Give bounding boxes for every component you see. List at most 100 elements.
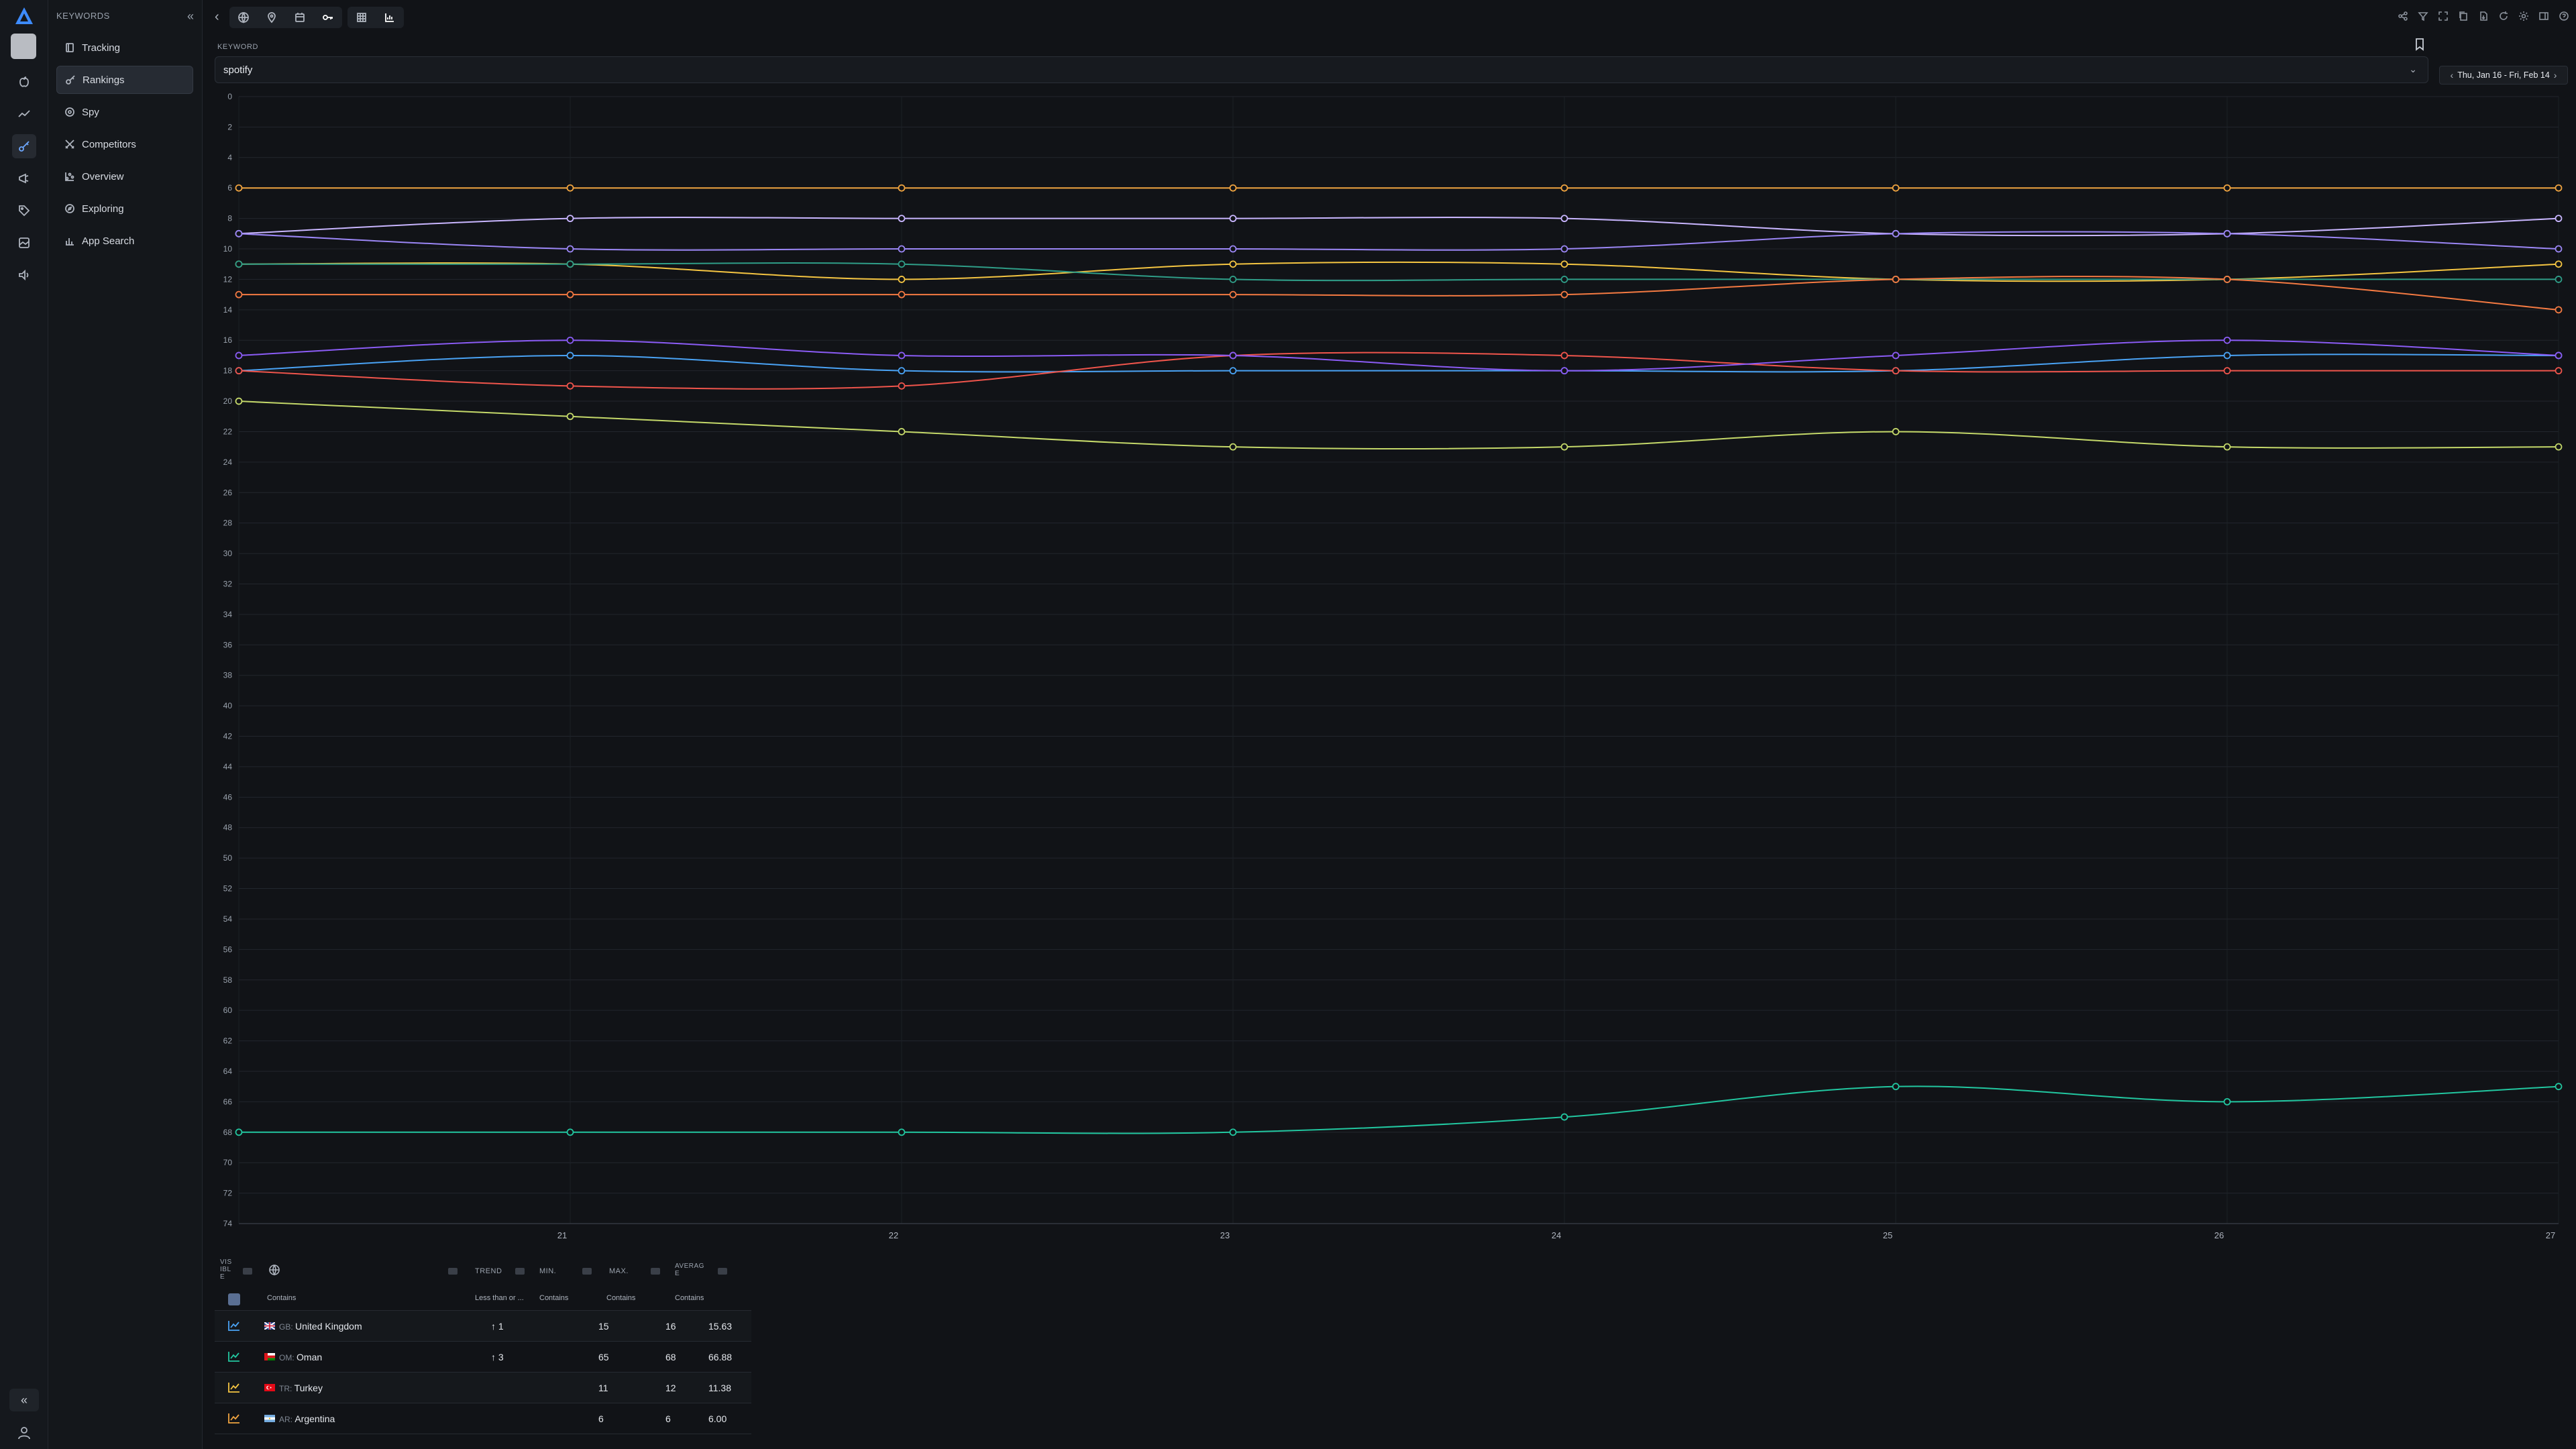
scatter-icon	[65, 172, 74, 181]
app-logo-icon[interactable]	[13, 5, 35, 27]
user-icon[interactable]	[16, 1425, 32, 1441]
column-menu-icon[interactable]	[718, 1268, 727, 1275]
panel-icon[interactable]	[2538, 11, 2549, 21]
nav-item-competitors[interactable]: Competitors	[56, 130, 193, 158]
line-chart-icon[interactable]	[228, 1382, 240, 1393]
filter-country[interactable]: Contains	[267, 1294, 297, 1302]
chevron-right-icon[interactable]: ›	[2553, 70, 2557, 80]
data-point	[1560, 443, 1568, 451]
rail-sound-icon[interactable]	[12, 263, 36, 287]
max-value: 12	[665, 1383, 676, 1393]
chart-view-icon[interactable]	[376, 7, 404, 28]
data-point	[1560, 367, 1568, 375]
filter-min[interactable]: Contains	[539, 1294, 569, 1302]
filter-max[interactable]: Contains	[606, 1294, 636, 1302]
data-point	[898, 428, 906, 435]
table-row[interactable]: GB: United Kingdom ↑ 1 15 16 15.63	[215, 1311, 751, 1342]
chevrons-left-icon[interactable]: «	[186, 9, 194, 23]
rail-image-icon[interactable]	[12, 231, 36, 255]
line-chart-icon[interactable]	[228, 1413, 240, 1424]
series-line	[238, 261, 2559, 282]
series-line	[238, 352, 2559, 390]
settings-icon[interactable]	[2518, 11, 2529, 21]
bookmark-icon[interactable]	[2414, 38, 2426, 51]
table-row[interactable]: OM: Oman ↑ 3 65 68 66.88	[215, 1342, 751, 1373]
data-point	[1560, 290, 1568, 299]
column-menu-icon[interactable]	[651, 1268, 660, 1275]
rail-megaphone-icon[interactable]	[12, 166, 36, 191]
rail-apple-icon[interactable]	[12, 70, 36, 94]
nav-item-tracking[interactable]: Tracking	[56, 34, 193, 62]
rankings-chart[interactable]: 0 2 4 6 8 10 12 14 16 18 20 22 24 26 28 30 32 34 36 38 40 42 4…	[203, 86, 2576, 1246]
data-point	[566, 1128, 574, 1136]
y-tick-label: 6	[227, 183, 232, 193]
data-point	[898, 352, 906, 360]
line-chart-icon[interactable]	[228, 1320, 240, 1331]
header-min[interactable]: MIN.	[539, 1267, 557, 1275]
header-average[interactable]: AVERAG E	[675, 1263, 704, 1277]
nav-item-exploring[interactable]: Exploring	[56, 195, 193, 223]
main-content: ‹ KEYWORD	[203, 0, 2576, 1449]
y-tick-label: 68	[223, 1128, 233, 1137]
data-point	[566, 352, 574, 360]
rail-trend-icon[interactable]	[12, 102, 36, 126]
table-view-icon[interactable]	[347, 7, 376, 28]
y-tick-label: 30	[223, 549, 233, 558]
y-tick-label: 46	[223, 792, 233, 802]
help-icon[interactable]	[2559, 11, 2569, 21]
location-pin-icon[interactable]	[258, 7, 286, 28]
nav-item-spy[interactable]: Spy	[56, 98, 193, 126]
data-point	[2555, 245, 2563, 253]
data-point	[1560, 1113, 1568, 1121]
data-point	[1229, 290, 1237, 299]
data-point	[2555, 184, 2563, 192]
table-row[interactable]: TR: Turkey 11 12 11.38	[215, 1373, 751, 1403]
keyword-label: KEYWORD	[217, 43, 259, 51]
column-menu-icon[interactable]	[243, 1268, 252, 1275]
nav-item-label: Spy	[82, 106, 99, 118]
header-trend[interactable]: TREND	[475, 1267, 502, 1275]
y-tick-label: 26	[223, 488, 233, 497]
back-arrow-icon[interactable]: ‹	[215, 9, 219, 24]
expand-icon[interactable]	[2438, 11, 2449, 21]
keyword-select[interactable]: spotify ⌄	[215, 56, 2428, 83]
globe-icon[interactable]	[229, 7, 258, 28]
avg-value: 11.38	[708, 1383, 731, 1393]
calendar-icon[interactable]	[286, 7, 314, 28]
filter-trend[interactable]: Less than or ...	[475, 1294, 524, 1302]
app-avatar[interactable]	[11, 34, 36, 59]
select-all-checkbox[interactable]	[228, 1293, 240, 1305]
filter-average[interactable]: Contains	[675, 1294, 704, 1302]
expand-sidebar-button[interactable]: «	[9, 1389, 39, 1411]
data-point	[1560, 184, 1568, 192]
data-point	[566, 215, 574, 223]
column-menu-icon[interactable]	[515, 1268, 525, 1275]
key-icon[interactable]	[314, 7, 342, 28]
data-point	[1560, 215, 1568, 223]
nav-item-rankings[interactable]: Rankings	[56, 66, 193, 94]
country-name: Argentina	[294, 1413, 335, 1424]
line-chart-icon[interactable]	[228, 1351, 240, 1362]
globe-icon[interactable]	[268, 1264, 280, 1276]
rail-tag-icon[interactable]	[12, 199, 36, 223]
refresh-icon[interactable]	[2498, 11, 2509, 21]
header-max[interactable]: MAX.	[609, 1267, 629, 1275]
table-filter-row: Contains Less than or ... Contains Conta…	[215, 1287, 751, 1311]
share-icon[interactable]	[2398, 11, 2408, 21]
table-row[interactable]: AR: Argentina 6 6 6.00	[215, 1403, 751, 1434]
copy-icon[interactable]	[2458, 11, 2469, 21]
date-range-picker[interactable]: ‹ Thu, Jan 16 - Fri, Feb 14 ›	[2439, 66, 2568, 85]
header-visible[interactable]: VIS IBL E	[220, 1258, 232, 1281]
min-value: 65	[598, 1352, 609, 1362]
x-tick-label: 25	[1883, 1230, 1892, 1240]
filter-icon[interactable]	[2418, 11, 2428, 21]
rail-keywords-icon[interactable]	[12, 134, 36, 158]
country-code: AR	[279, 1415, 290, 1424]
nav-item-app-search[interactable]: App Search	[56, 227, 193, 255]
nav-item-overview[interactable]: Overview	[56, 162, 193, 191]
export-icon[interactable]	[2478, 11, 2489, 21]
column-menu-icon[interactable]	[582, 1268, 592, 1275]
chevron-left-icon[interactable]: ‹	[2450, 70, 2454, 80]
column-menu-icon[interactable]	[448, 1268, 458, 1275]
data-point	[898, 382, 906, 390]
